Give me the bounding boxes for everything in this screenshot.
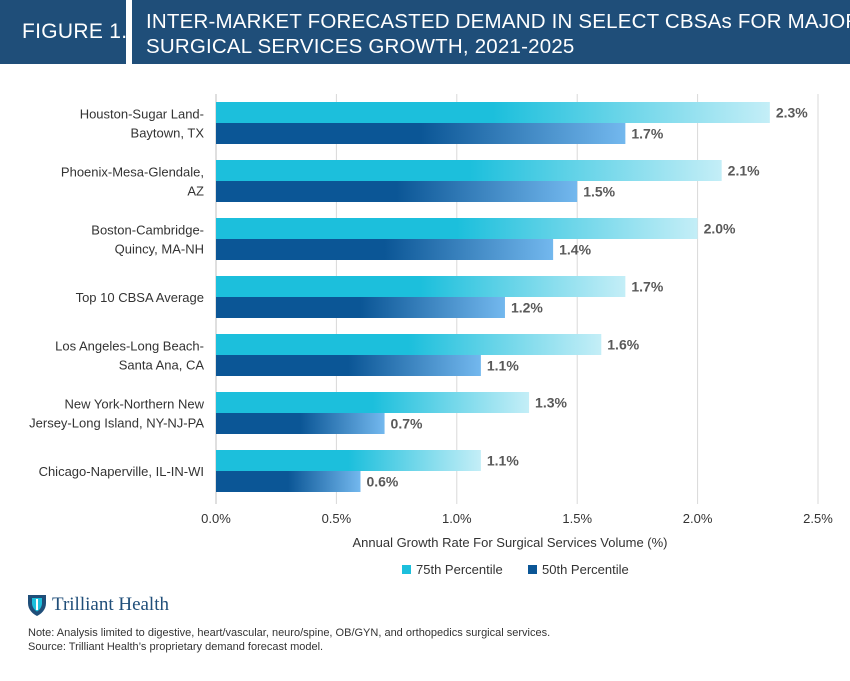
x-tick-label: 1.0% bbox=[442, 511, 472, 526]
category-label: Phoenix-Mesa-Glendale, bbox=[61, 165, 204, 180]
x-tick-label: 0.0% bbox=[201, 511, 231, 526]
data-label: 1.2% bbox=[511, 300, 543, 316]
category-label: AZ bbox=[187, 184, 204, 199]
shield-icon bbox=[28, 595, 46, 616]
bar-p50 bbox=[216, 181, 578, 202]
category-label: Santa Ana, CA bbox=[119, 358, 205, 373]
legend-label: 75th Percentile bbox=[416, 562, 503, 577]
data-label: 2.1% bbox=[728, 163, 760, 179]
category-label: Baytown, TX bbox=[131, 126, 205, 141]
figure-title: INTER-MARKET FORECASTED DEMAND IN SELECT… bbox=[146, 9, 850, 59]
x-tick-label: 2.5% bbox=[803, 511, 833, 526]
header-banner bbox=[0, 0, 850, 64]
data-label: 0.6% bbox=[366, 474, 398, 490]
data-label: 1.5% bbox=[583, 184, 615, 200]
x-axis-label: Annual Growth Rate For Surgical Services… bbox=[352, 535, 667, 550]
bar-p50 bbox=[216, 413, 385, 434]
category-label: Top 10 CBSA Average bbox=[76, 290, 204, 305]
data-label: 2.3% bbox=[776, 105, 808, 121]
legend-swatch bbox=[402, 565, 411, 574]
bar-p75 bbox=[216, 160, 722, 181]
data-label: 1.7% bbox=[631, 279, 663, 295]
bar-p50 bbox=[216, 239, 554, 260]
source-line: Source: Trilliant Health’s proprietary d… bbox=[28, 641, 324, 653]
figure-title-line-1: INTER-MARKET FORECASTED DEMAND IN SELECT… bbox=[146, 10, 850, 33]
logo-text: Trilliant Health bbox=[52, 594, 169, 615]
legend-swatch bbox=[528, 565, 537, 574]
bar-p50 bbox=[216, 297, 505, 318]
bar-p50 bbox=[216, 123, 626, 144]
bars: 2.3% 1.7% 2.1% 1.5% 2.0% 1.4% 1.7% 1.2% 1.6% 1.1%… bbox=[216, 102, 808, 492]
data-label: 0.7% bbox=[391, 416, 423, 432]
category-label: Chicago-Naperville, IL-IN-WI bbox=[39, 464, 204, 479]
figure-title-line-2: SURGICAL SERVICES GROWTH, 2021-2025 bbox=[146, 35, 575, 58]
bar-p75 bbox=[216, 334, 602, 355]
data-label: 1.3% bbox=[535, 395, 567, 411]
bar-p75 bbox=[216, 450, 481, 471]
data-label: 1.1% bbox=[487, 453, 519, 469]
bar-p50 bbox=[216, 471, 361, 492]
bar-p75 bbox=[216, 392, 530, 413]
bar-chart: 2.3% 1.7% 2.1% 1.5% 2.0% 1.4% 1.7% 1.2% 1.6% 1.1%… bbox=[29, 94, 833, 577]
x-tick-label: 1.5% bbox=[562, 511, 592, 526]
data-label: 1.1% bbox=[487, 358, 519, 374]
legend-label: 50th Percentile bbox=[542, 562, 629, 577]
bar-p75 bbox=[216, 218, 698, 239]
data-label: 1.6% bbox=[607, 337, 639, 353]
bar-p75 bbox=[216, 102, 770, 123]
header-divider bbox=[126, 0, 132, 64]
trilliant-health-logo: Trilliant Health bbox=[26, 592, 169, 618]
x-tick-labels: 0.0% 0.5% 1.0% 1.5% 2.0% 2.5% bbox=[201, 511, 833, 526]
figure-label: FIGURE 1. bbox=[22, 20, 128, 43]
data-label: 2.0% bbox=[704, 221, 736, 237]
category-label: Quincy, MA-NH bbox=[115, 242, 204, 257]
bar-p75 bbox=[216, 276, 626, 297]
legend: 75th Percentile 50th Percentile bbox=[402, 562, 629, 577]
category-label: Los Angeles-Long Beach- bbox=[55, 339, 204, 354]
category-labels: Houston-Sugar Land- Baytown, TX Phoenix-Me… bbox=[29, 107, 204, 480]
category-label: Boston-Cambridge- bbox=[91, 223, 204, 238]
category-label: New York-Northern New bbox=[65, 397, 205, 412]
data-label: 1.4% bbox=[559, 242, 591, 258]
category-label: Jersey-Long Island, NY-NJ-PA bbox=[29, 416, 204, 431]
x-tick-label: 2.0% bbox=[683, 511, 713, 526]
x-tick-label: 0.5% bbox=[322, 511, 352, 526]
data-label: 1.7% bbox=[631, 126, 663, 142]
category-label: Houston-Sugar Land- bbox=[80, 107, 204, 122]
note-line: Note: Analysis limited to digestive, hea… bbox=[28, 627, 551, 639]
notes: Note: Analysis limited to digestive, hea… bbox=[28, 626, 550, 654]
bar-p50 bbox=[216, 355, 481, 376]
